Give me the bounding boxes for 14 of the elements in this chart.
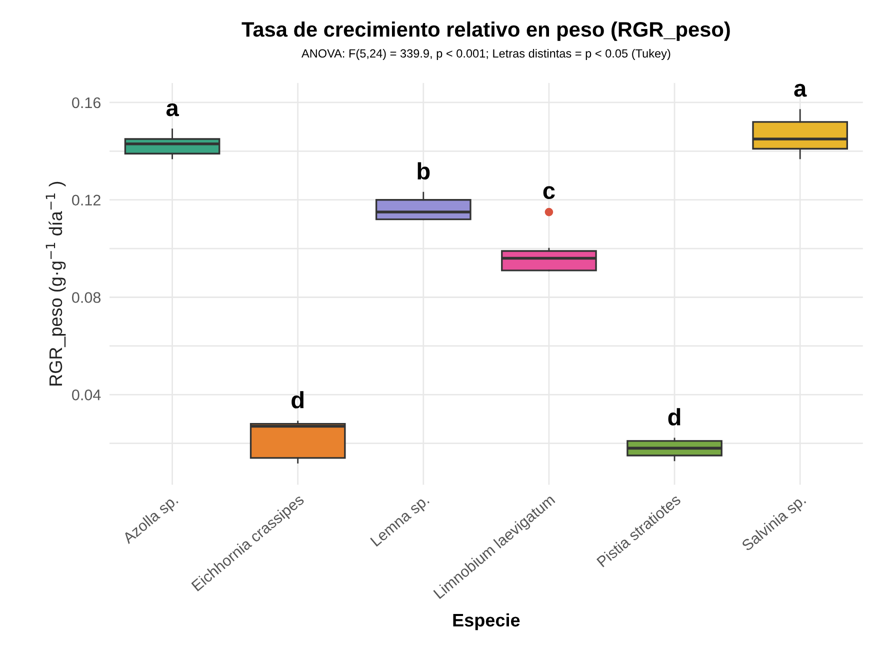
annotation: d: [668, 408, 680, 426]
y-tick-label: 0.04: [72, 390, 101, 400]
y-axis-title: RGR_peso (g·g$^{−1}$ día$^{−1}$ ): [46, 182, 66, 386]
chart-title: Tasa de crecimiento relativo en peso (RGR_peso): [242, 22, 730, 41]
annotation: a: [166, 103, 179, 116]
x-axis-title: Especie: [453, 613, 520, 630]
y-tick-label: 0.08: [72, 292, 101, 303]
y-tick-label: 0.16: [72, 97, 100, 108]
chart-subtitle: ANOVA: F(5,24) = 339.9, p < 0.001; Letras distintas = p < 0.05 (Tukey): [301, 48, 670, 60]
annotation: b: [418, 162, 430, 180]
y-tick-label: 0.12: [72, 194, 100, 206]
annotation: d: [292, 391, 304, 408]
annotation: c: [543, 186, 555, 200]
annotation: a: [794, 84, 807, 97]
